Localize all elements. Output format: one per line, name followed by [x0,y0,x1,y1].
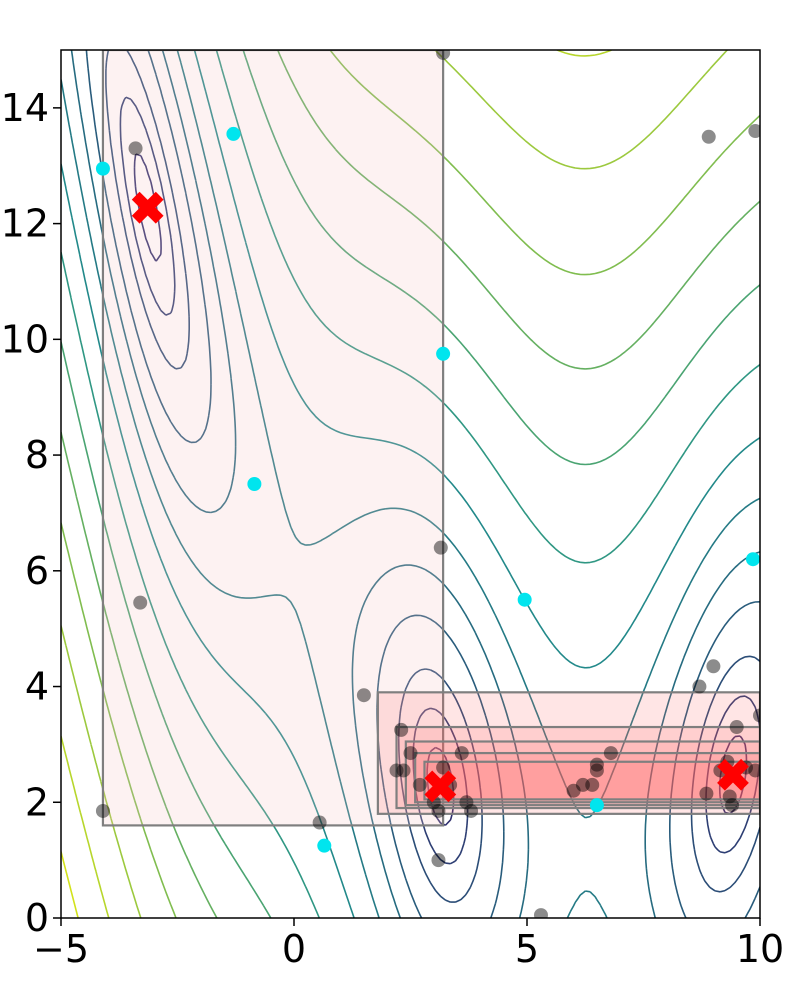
sample-point [566,783,581,798]
sample-point [431,803,446,818]
sample-point [128,141,143,156]
sample-point [575,777,590,792]
sample-point [312,815,327,830]
sample-point [95,803,110,818]
sample-point [722,789,737,804]
candidate-point [95,161,110,176]
sample-point [589,757,604,772]
sample-point [389,763,404,778]
candidate-point [589,798,604,813]
y-tick-label: 0 [25,896,49,940]
y-tick-label: 8 [25,433,49,477]
sample-point [394,722,409,737]
sample-point [412,777,427,792]
sample-point [464,803,479,818]
sample-point [585,777,600,792]
sample-point [403,746,418,761]
y-axis: 0 2 4 6 8 10 12 14 [1,86,61,940]
contour-line [61,50,760,918]
sample-point [454,746,469,761]
sample-point [431,853,446,868]
candidate-point [247,477,262,491]
search-region [423,760,760,801]
contour-line [85,50,760,918]
sample-point [133,595,148,610]
sample-point [459,795,474,810]
search-regions [101,50,760,827]
contour-line [61,50,760,918]
candidate-point [517,592,532,607]
sample-point [701,129,716,144]
contour-line [61,50,760,918]
candidate-points [95,126,760,853]
sample-point [692,679,707,694]
sample-point [699,786,714,801]
plot-frame [60,49,761,919]
x-tick-label: 10 [736,927,784,971]
sample-point [433,540,448,555]
contour-line [61,50,728,918]
y-tick-label: 12 [1,202,49,246]
x-axis: −5 0 5 10 [33,918,784,971]
y-tick-label: 14 [1,86,49,130]
sample-point [706,659,721,674]
sample-point [589,763,604,778]
x-tick-label: −5 [33,927,89,971]
sample-point [356,688,371,703]
contour-line [61,50,760,918]
contour-line [105,50,760,903]
contour-line [61,851,79,918]
y-tick-label: 10 [1,317,49,361]
candidate-point [746,552,760,567]
sample-point [748,124,760,139]
sample-point [603,746,618,761]
contour-line [119,96,760,865]
y-tick-label: 2 [25,780,49,824]
sample-point [533,908,548,918]
y-tick-label: 6 [25,549,49,593]
sample-point [748,763,760,778]
contour-line [70,50,760,918]
sample-point [436,760,451,775]
candidate-point [317,838,332,853]
sample-point [753,708,760,723]
sample-point [725,798,740,813]
optimum-marker [131,191,164,224]
x-tick-label: 5 [515,927,539,971]
y-tick-label: 4 [25,665,49,709]
sample-point [729,720,744,735]
sample-point [436,50,451,60]
optimum-marker [717,758,749,791]
contour-lines [61,50,760,918]
sample-point [396,763,411,778]
x-tick-label: 0 [282,927,306,971]
candidate-point [436,346,451,361]
optimum-markers [131,191,749,803]
search-region [101,50,445,827]
candidate-point [226,126,241,141]
contour-line [61,50,760,918]
optimum-marker [424,770,457,803]
